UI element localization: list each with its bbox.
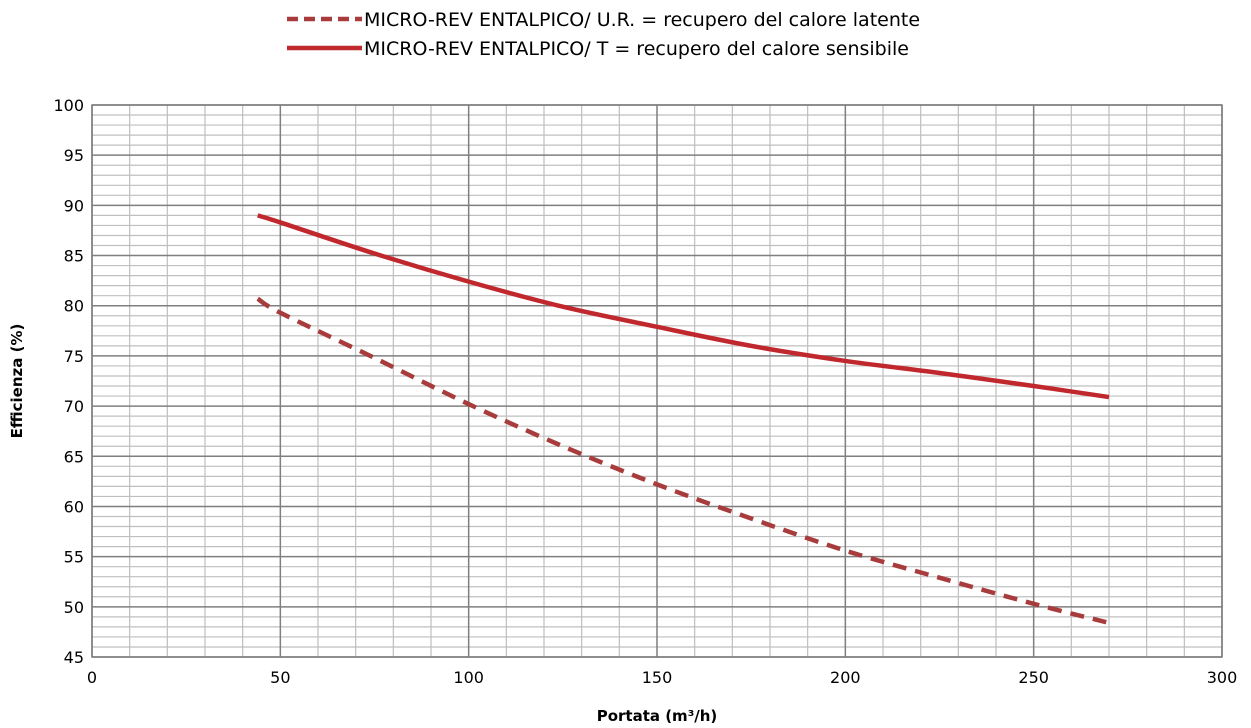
y-tick-label: 95 <box>64 146 84 165</box>
x-tick-labels: 0 50 100 150 200 250 300 <box>87 668 1237 687</box>
legend-entry-label: MICRO-REV ENTALPICO/ T = recupero del ca… <box>364 38 909 60</box>
y-tick-label: 75 <box>64 347 84 366</box>
y-tick-label: 65 <box>64 447 84 466</box>
y-tick-label: 45 <box>64 648 84 667</box>
series-line-latent <box>256 296 1110 626</box>
x-tick-label: 150 <box>642 668 673 687</box>
y-tick-label: 100 <box>53 96 84 115</box>
x-tick-label: 300 <box>1207 668 1238 687</box>
series-layer <box>256 213 1110 626</box>
legend: MICRO-REV ENTALPICO/ U.R. = recupero del… <box>287 9 920 60</box>
plot-frame <box>91 104 1223 658</box>
x-tick-label: 100 <box>453 668 484 687</box>
x-tick-label: 250 <box>1018 668 1049 687</box>
y-tick-labels: 45 50 55 60 65 70 75 80 85 90 95 100 <box>53 96 84 667</box>
y-tick-label: 50 <box>64 598 84 617</box>
y-tick-label: 55 <box>64 548 84 567</box>
y-tick-label: 70 <box>64 397 84 416</box>
x-tick-label: 200 <box>830 668 861 687</box>
x-tick-label: 0 <box>87 668 97 687</box>
legend-entry-label: MICRO-REV ENTALPICO/ U.R. = recupero del… <box>364 9 920 31</box>
y-tick-label: 85 <box>64 247 84 266</box>
major-grid <box>91 104 1223 658</box>
x-axis-title: Portata (m³/h) <box>597 707 718 725</box>
y-tick-label: 80 <box>64 297 84 316</box>
y-tick-label: 90 <box>64 196 84 215</box>
x-tick-label: 50 <box>270 668 290 687</box>
y-tick-label: 60 <box>64 497 84 516</box>
y-axis-title: Efficienza (%) <box>8 324 26 439</box>
series-line-sensible <box>257 213 1110 400</box>
